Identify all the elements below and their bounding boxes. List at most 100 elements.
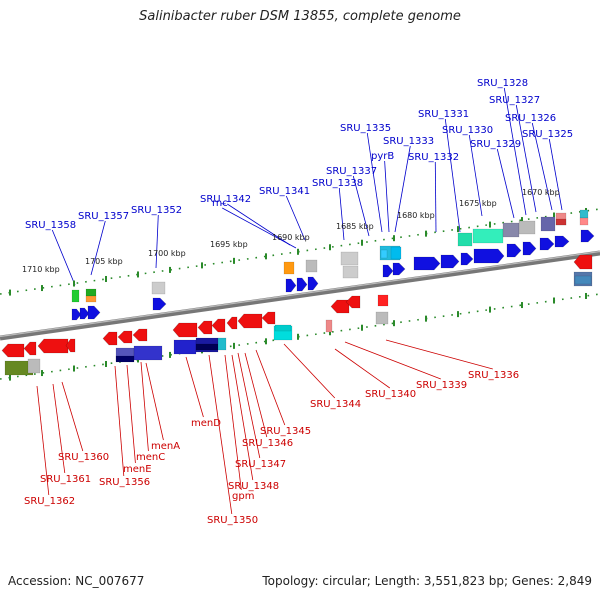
forward-gene-label[interactable]: SRU_1332 bbox=[408, 152, 459, 163]
forward-gene-arrow bbox=[392, 262, 406, 276]
reverse-gene-arrow bbox=[261, 311, 276, 325]
reverse-gene-label[interactable]: menA bbox=[151, 441, 180, 452]
leader-line bbox=[231, 354, 254, 481]
reverse-gene-label[interactable]: SRU_1350 bbox=[207, 515, 258, 526]
forward-gene-arrow bbox=[71, 308, 82, 321]
gene-function-box bbox=[274, 324, 292, 332]
reverse-gene-label[interactable]: SRU_1348 bbox=[228, 481, 279, 492]
leader-line bbox=[285, 195, 306, 241]
forward-gene-label[interactable]: SRU_1342 bbox=[200, 194, 251, 205]
gene-function-box bbox=[457, 232, 473, 247]
leader-line bbox=[548, 138, 563, 211]
reverse-gene-arrow bbox=[226, 316, 238, 330]
scale-label-kbp: 1705 kbp bbox=[85, 257, 123, 266]
forward-gene-label[interactable]: SRU_1327 bbox=[489, 95, 540, 106]
reverse-gene-label[interactable]: SRU_1346 bbox=[242, 438, 293, 449]
forward-gene-arrow bbox=[460, 252, 474, 266]
gene-function-box bbox=[340, 251, 359, 266]
leader-line bbox=[52, 383, 66, 474]
reverse-gene-arrow bbox=[211, 318, 226, 333]
reverse-gene-label[interactable]: SRU_1360 bbox=[58, 452, 109, 463]
gene-function-box bbox=[555, 218, 567, 226]
forward-gene-label[interactable]: SRU_1352 bbox=[131, 205, 182, 216]
reverse-gene-label[interactable]: gpm bbox=[232, 491, 254, 502]
leader-line bbox=[36, 385, 50, 496]
leader-line bbox=[90, 220, 106, 276]
forward-gene-label[interactable]: SRU_1338 bbox=[312, 178, 363, 189]
leader-line bbox=[155, 214, 159, 269]
reverse-gene-label[interactable]: SRU_1362 bbox=[24, 496, 75, 507]
reverse-gene-label[interactable]: SRU_1356 bbox=[99, 477, 150, 488]
forward-gene-arrow bbox=[539, 237, 555, 251]
reverse-gene-label[interactable]: SRU_1340 bbox=[365, 389, 416, 400]
gene-function-box bbox=[71, 289, 80, 303]
leader-line bbox=[366, 132, 383, 233]
scale-label-kbp: 1685 kbp bbox=[336, 222, 374, 231]
forward-gene-label[interactable]: SRU_1328 bbox=[477, 78, 528, 89]
leader-line bbox=[208, 354, 233, 515]
forward-gene-label[interactable]: SRU_1333 bbox=[383, 136, 434, 147]
leader-line bbox=[255, 349, 286, 426]
gene-function-box bbox=[85, 288, 97, 297]
scale-label-kbp: 1700 kbp bbox=[148, 249, 186, 258]
leader-line bbox=[237, 352, 261, 459]
gene-function-box bbox=[133, 345, 163, 361]
forward-gene-label[interactable]: rnc bbox=[212, 198, 228, 209]
leader-line bbox=[503, 87, 527, 216]
gene-function-box bbox=[85, 295, 97, 303]
reverse-gene-label[interactable]: menC bbox=[136, 452, 165, 463]
forward-gene-label[interactable]: SRU_1337 bbox=[326, 166, 377, 177]
leader-line bbox=[126, 364, 136, 464]
gene-function-box bbox=[380, 249, 388, 259]
gene-function-box bbox=[579, 209, 589, 219]
gene-function-box bbox=[472, 228, 504, 244]
scale-label-kbp: 1710 kbp bbox=[22, 265, 60, 274]
leader-line bbox=[244, 352, 268, 438]
gene-function-box bbox=[305, 259, 318, 273]
forward-gene-arrow bbox=[382, 264, 394, 278]
forward-gene-label[interactable]: pyrB bbox=[371, 151, 394, 162]
forward-gene-label[interactable]: SRU_1331 bbox=[418, 109, 469, 120]
forward-gene-arrow bbox=[285, 278, 297, 293]
leader-line bbox=[434, 161, 437, 233]
forward-gene-label[interactable]: SRU_1341 bbox=[259, 186, 310, 197]
leader-line bbox=[531, 122, 553, 211]
reverse-gene-label[interactable]: SRU_1347 bbox=[235, 459, 286, 470]
gene-function-box bbox=[574, 275, 592, 285]
forward-gene-label[interactable]: SRU_1325 bbox=[522, 129, 573, 140]
reverse-gene-arrow bbox=[23, 341, 37, 356]
leader-line bbox=[227, 203, 291, 246]
forward-gene-arrow bbox=[79, 307, 90, 320]
forward-gene-arrow bbox=[473, 248, 505, 264]
leader-line bbox=[384, 160, 390, 233]
gene-function-box bbox=[325, 319, 333, 333]
scale-label-kbp: 1675 kbp bbox=[459, 199, 497, 208]
leader-line bbox=[185, 356, 204, 418]
forward-gene-label[interactable]: SRU_1357 bbox=[78, 211, 129, 222]
gene-function-box bbox=[390, 246, 402, 260]
forward-gene-arrow bbox=[554, 235, 570, 248]
forward-gene-label[interactable]: SRU_1330 bbox=[442, 125, 493, 136]
reverse-gene-arrow bbox=[237, 313, 263, 329]
reverse-gene-label[interactable]: menD bbox=[191, 418, 221, 429]
reverse-gene-label[interactable]: menE bbox=[123, 464, 152, 475]
page-title: Salinibacter ruber DSM 13855, complete g… bbox=[139, 9, 461, 24]
leader-line bbox=[283, 343, 336, 399]
reverse-gene-label[interactable]: SRU_1345 bbox=[260, 426, 311, 437]
reverse-gene-arrow bbox=[117, 330, 133, 344]
reverse-gene-label[interactable]: SRU_1336 bbox=[468, 370, 519, 381]
reverse-gene-arrow bbox=[132, 328, 148, 342]
reverse-gene-label[interactable]: SRU_1344 bbox=[310, 399, 361, 410]
forward-gene-label[interactable]: SRU_1358 bbox=[25, 220, 76, 231]
leader-line bbox=[468, 134, 483, 217]
forward-gene-arrow bbox=[440, 254, 460, 269]
reverse-gene-label[interactable]: SRU_1339 bbox=[416, 380, 467, 391]
forward-gene-label[interactable]: SRU_1329 bbox=[470, 139, 521, 150]
forward-gene-label[interactable]: SRU_1335 bbox=[340, 123, 391, 134]
leader-line bbox=[61, 381, 84, 452]
leader-line bbox=[114, 365, 125, 477]
reverse-gene-label[interactable]: SRU_1361 bbox=[40, 474, 91, 485]
gene-function-box bbox=[283, 261, 295, 275]
gene-function-box bbox=[217, 337, 227, 351]
forward-gene-label[interactable]: SRU_1326 bbox=[505, 113, 556, 124]
